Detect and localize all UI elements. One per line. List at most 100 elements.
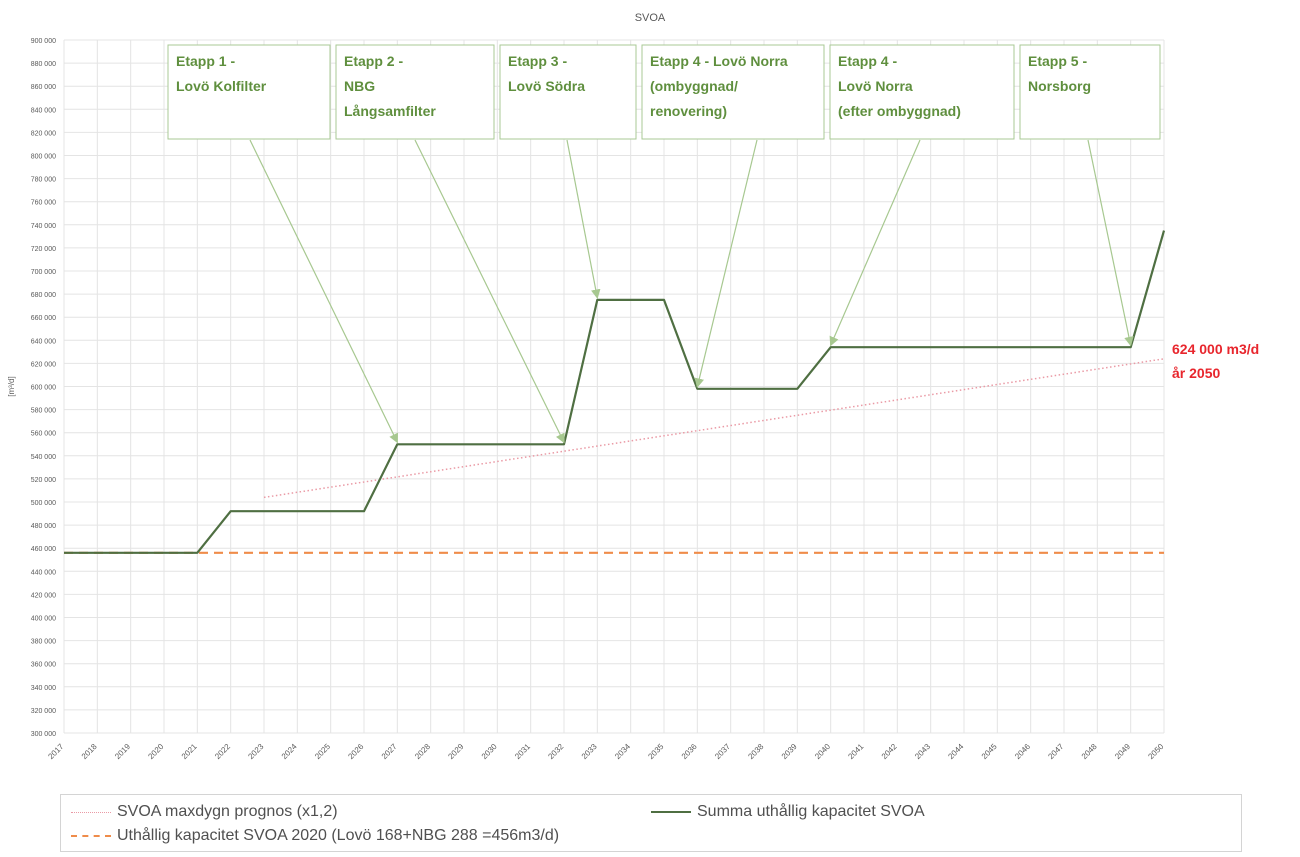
annotation-label: Lovö Södra xyxy=(508,78,585,94)
x-tick-label: 2027 xyxy=(380,742,399,761)
y-tick-label: 860 000 xyxy=(31,84,56,91)
y-tick-label: 880 000 xyxy=(31,61,56,68)
y-tick-label: 820 000 xyxy=(31,130,56,137)
x-tick-label: 2045 xyxy=(980,742,999,761)
legend-item-prognos: SVOA maxdygn prognos (x1,2) xyxy=(71,803,338,821)
legend-swatch-summa xyxy=(651,811,691,813)
legend-label-summa: Summa uthållig kapacitet SVOA xyxy=(697,803,925,820)
y-tick-label: 800 000 xyxy=(31,154,56,161)
x-tick-label: 2050 xyxy=(1146,742,1165,761)
annotation-arrow xyxy=(694,139,758,388)
x-tick-label: 2037 xyxy=(713,742,732,761)
y-tick-label: 300 000 xyxy=(31,731,56,738)
annotation-box xyxy=(641,44,825,140)
y-tick-label: 480 000 xyxy=(31,523,56,530)
chart-title: SVOA xyxy=(635,12,666,24)
x-tick-label: 2022 xyxy=(213,742,232,761)
y-tick-label: 340 000 xyxy=(31,685,56,692)
annotation-label: (ombyggnad/ xyxy=(650,78,738,94)
annotation-label: Etapp 5 - xyxy=(1028,53,1087,69)
legend-label-prognos: SVOA maxdygn prognos (x1,2) xyxy=(117,803,338,820)
annotation-label: Lovö Norra xyxy=(838,78,913,94)
y-axis-label: [m³/d] xyxy=(7,376,16,396)
x-tick-label: 2029 xyxy=(446,742,465,761)
annotation-label: renovering) xyxy=(650,103,727,119)
y-tick-label: 640 000 xyxy=(31,338,56,345)
annotation-box xyxy=(335,44,495,140)
annotation-label: Etapp 1 - xyxy=(176,53,235,69)
x-tick-label: 2032 xyxy=(546,742,565,761)
annotation-arrow xyxy=(414,139,565,444)
legend-item-uthallig: Uthållig kapacitet SVOA 2020 (Lovö 168+N… xyxy=(71,827,559,845)
y-tick-label: 740 000 xyxy=(31,223,56,230)
annotation-label: Etapp 4 - Lovö Norra xyxy=(650,53,788,69)
annotation-label: Långsamfilter xyxy=(344,103,436,119)
annotation-label: (efter ombyggnad) xyxy=(838,103,961,119)
y-tick-label: 720 000 xyxy=(31,246,56,253)
x-tick-label: 2039 xyxy=(780,742,799,761)
annotation-label: Etapp 2 - xyxy=(344,53,403,69)
x-tick-label: 2033 xyxy=(580,742,599,761)
x-tick-label: 2031 xyxy=(513,742,532,761)
x-tick-label: 2030 xyxy=(480,742,499,761)
y-tick-label: 560 000 xyxy=(31,431,56,438)
y-tick-label: 540 000 xyxy=(31,454,56,461)
x-tick-label: 2019 xyxy=(113,742,132,761)
x-tick-label: 2025 xyxy=(313,742,332,761)
y-tick-label: 520 000 xyxy=(31,477,56,484)
x-tick-label: 2041 xyxy=(846,742,865,761)
annotation-label: Lovö Kolfilter xyxy=(176,78,267,94)
chart-canvas: SVOA 300 000 320 000 340 000 360 000 380 000 4… xyxy=(7,12,1259,761)
series-line-prognos xyxy=(263,358,1165,499)
y-tick-label: 680 000 xyxy=(31,292,56,299)
chart-legend: SVOA maxdygn prognos (x1,2) Summa uthåll… xyxy=(60,794,1242,852)
y-tick-label: 360 000 xyxy=(31,662,56,669)
x-tick-label: 2046 xyxy=(1013,742,1032,761)
x-tick-label: 2043 xyxy=(913,742,932,761)
x-tick-label: 2018 xyxy=(80,742,99,761)
x-tick-label: 2028 xyxy=(413,742,432,761)
annotation-box xyxy=(829,44,1015,140)
legend-swatch-uthallig xyxy=(71,835,111,837)
annotation-arrow xyxy=(249,139,398,444)
annotation-box xyxy=(167,44,331,140)
annotation-label: NBG xyxy=(344,78,375,94)
y-tick-label: 840 000 xyxy=(31,107,56,114)
x-tick-label: 2044 xyxy=(946,742,965,761)
y-tick-label: 380 000 xyxy=(31,639,56,646)
x-tick-label: 2026 xyxy=(346,742,365,761)
y-tick-label: 700 000 xyxy=(31,269,56,276)
annotation-box xyxy=(1019,44,1161,140)
x-tick-label: 2049 xyxy=(1113,742,1132,761)
y-tick-label: 620 000 xyxy=(31,361,56,368)
x-tick-label: 2034 xyxy=(613,742,632,761)
annotation-label: Etapp 4 - xyxy=(838,53,897,69)
y-tick-label: 660 000 xyxy=(31,315,56,322)
y-tick-label: 900 000 xyxy=(31,38,56,45)
x-tick-label: 2023 xyxy=(246,742,265,761)
callout-label: 624 000 m3/d xyxy=(1172,341,1259,357)
x-tick-label: 2024 xyxy=(280,742,299,761)
x-tick-label: 2042 xyxy=(880,742,899,761)
y-tick-label: 580 000 xyxy=(31,408,56,415)
y-tick-label: 780 000 xyxy=(31,177,56,184)
callout-label: år 2050 xyxy=(1172,365,1220,381)
y-tick-label: 600 000 xyxy=(31,385,56,392)
y-tick-label: 420 000 xyxy=(31,592,56,599)
x-tick-label: 2040 xyxy=(813,742,832,761)
series-line-summa xyxy=(64,230,1166,554)
x-tick-label: 2035 xyxy=(646,742,665,761)
y-tick-label: 500 000 xyxy=(31,500,56,507)
x-tick-label: 2036 xyxy=(680,742,699,761)
y-tick-label: 760 000 xyxy=(31,200,56,207)
x-tick-label: 2047 xyxy=(1046,742,1065,761)
x-tick-label: 2020 xyxy=(146,742,165,761)
x-tick-label: 2017 xyxy=(46,742,65,761)
x-tick-label: 2048 xyxy=(1080,742,1099,761)
annotation-arrow xyxy=(566,139,601,300)
y-tick-label: 320 000 xyxy=(31,708,56,715)
legend-label-uthallig: Uthållig kapacitet SVOA 2020 (Lovö 168+N… xyxy=(117,827,560,844)
x-tick-label: 2038 xyxy=(746,742,765,761)
annotation-box xyxy=(499,44,637,140)
